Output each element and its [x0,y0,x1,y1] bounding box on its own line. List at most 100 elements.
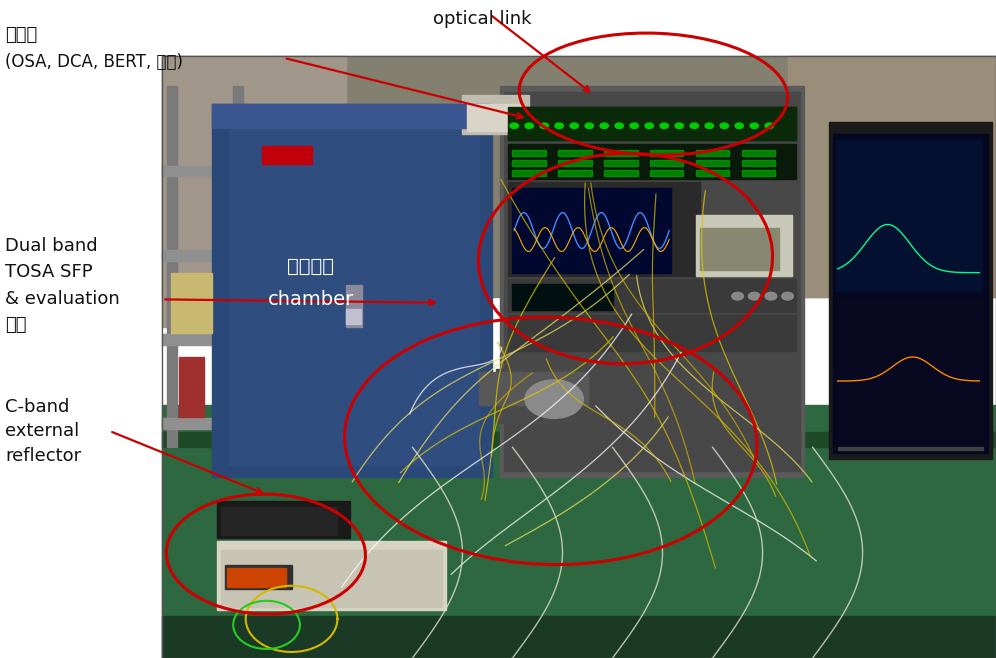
Bar [834,134,988,453]
Bar [162,432,996,447]
Bar [467,104,521,131]
Bar [221,507,338,534]
Bar [162,56,996,297]
Bar [346,285,363,327]
Bar [162,418,246,429]
Bar [508,279,796,312]
Text: chamber: chamber [268,290,354,309]
Circle shape [748,292,760,300]
Bar [212,104,492,128]
Bar [605,170,637,176]
Bar [496,369,571,423]
Bar [559,150,592,156]
Circle shape [570,123,579,128]
Bar [513,284,613,310]
Bar [216,501,350,538]
Circle shape [525,380,584,418]
Bar [559,170,592,176]
Bar [742,160,775,166]
Text: & evaluation: & evaluation [5,290,120,307]
Bar [742,150,775,156]
Circle shape [690,123,698,128]
Bar [162,616,996,658]
Circle shape [645,123,653,128]
Circle shape [732,292,743,300]
Text: optical link: optical link [433,10,532,28]
Bar [559,160,592,166]
Bar [508,315,796,351]
Circle shape [585,123,594,128]
Bar [216,541,446,610]
Circle shape [765,292,777,300]
Bar [170,272,212,333]
Bar [836,140,982,291]
Circle shape [705,123,713,128]
Circle shape [630,123,638,128]
Circle shape [600,123,609,128]
Bar [162,334,246,345]
Circle shape [660,123,668,128]
Bar [513,160,546,166]
Text: 계측기: 계측기 [5,26,37,44]
Bar [650,170,683,176]
Bar [227,568,286,587]
Bar [696,215,792,276]
Circle shape [735,123,743,128]
Bar [508,107,796,140]
Bar [162,166,246,176]
Bar [179,357,204,417]
Bar [162,56,346,327]
Circle shape [525,123,533,128]
Circle shape [675,123,683,128]
Bar [508,107,796,140]
Bar [346,309,361,324]
Bar [504,92,800,471]
Bar [500,86,804,478]
Bar [162,56,996,658]
Bar [166,86,176,447]
Bar [508,182,700,276]
Text: C-band: C-band [5,398,70,416]
Circle shape [540,123,549,128]
Circle shape [765,123,774,128]
Bar [513,150,546,156]
Bar [479,372,588,405]
Circle shape [720,123,728,128]
Bar [221,549,441,607]
Bar [696,160,729,166]
Bar [696,170,729,176]
Bar [605,160,637,166]
Text: 보드: 보드 [5,316,27,334]
Bar [233,86,243,447]
Bar [508,145,796,180]
Text: Dual band: Dual band [5,237,98,255]
Text: (OSA, DCA, BERT, 전원): (OSA, DCA, BERT, 전원) [5,53,183,70]
Bar [605,150,637,156]
Text: TOSA SFP: TOSA SFP [5,263,93,281]
Bar [742,170,775,176]
Text: external: external [5,422,80,440]
Bar [225,565,292,589]
Bar [696,150,729,156]
Circle shape [750,123,758,128]
Bar [650,150,683,156]
Bar [838,447,983,450]
Text: 환경시험: 환경시험 [287,257,335,276]
Bar [162,250,246,261]
Bar [836,300,982,444]
Bar [462,95,529,134]
Bar [700,228,779,270]
Bar [650,160,683,166]
Bar [788,56,996,297]
Circle shape [782,292,794,300]
Bar [513,170,546,176]
Bar [262,146,313,164]
Bar [229,116,479,465]
Bar [830,122,992,459]
Bar [162,405,996,658]
Text: reflector: reflector [5,447,81,465]
Circle shape [615,123,623,128]
Circle shape [555,123,564,128]
Circle shape [510,123,518,128]
Bar [212,104,492,478]
